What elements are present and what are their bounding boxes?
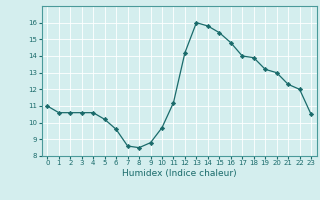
X-axis label: Humidex (Indice chaleur): Humidex (Indice chaleur) — [122, 169, 236, 178]
